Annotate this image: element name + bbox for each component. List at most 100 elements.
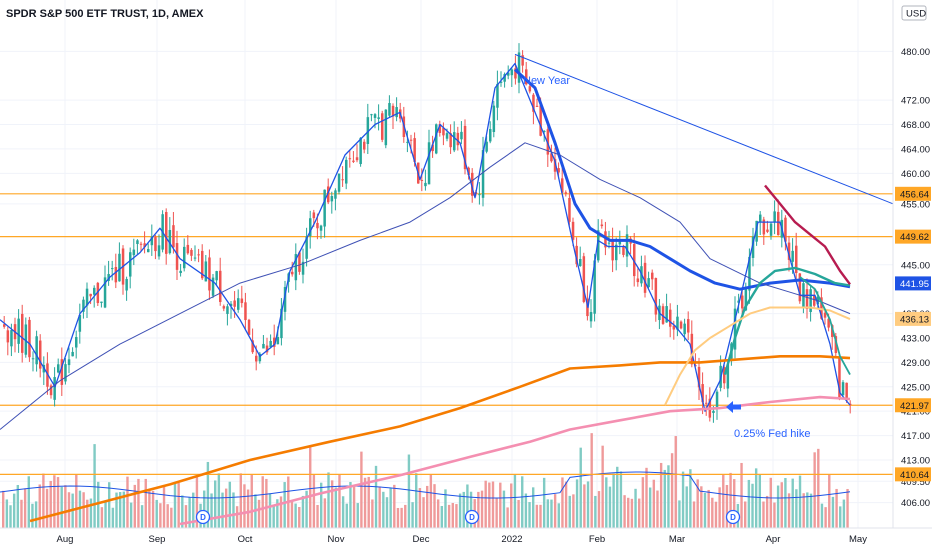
volume-bar (842, 499, 846, 528)
dividend-marker-label: D (730, 513, 736, 522)
candle-body (125, 278, 128, 291)
volume-bar (393, 484, 396, 528)
candle-body (841, 382, 845, 396)
volume-bar (572, 494, 575, 528)
time-tick-label: Aug (57, 534, 74, 545)
volume-bar (265, 478, 268, 528)
volume-bar (31, 503, 34, 528)
line-ma_200 (29, 354, 851, 523)
price-tag (895, 311, 931, 326)
dividend-marker-icon[interactable] (725, 509, 741, 525)
volume-bar (532, 487, 535, 528)
candle-body (114, 266, 118, 283)
candle-body (136, 240, 139, 245)
volume-bar (217, 473, 221, 528)
volume-bar (444, 489, 447, 528)
candle-body (334, 190, 337, 199)
candle-body (323, 189, 326, 227)
candle-body (427, 142, 431, 185)
volume-bar (608, 486, 612, 528)
candle-body (71, 351, 74, 357)
volume-bar (802, 493, 805, 528)
candle-body (31, 358, 35, 360)
candle-body (748, 256, 751, 291)
candle-body (766, 229, 769, 232)
volume-bar (663, 469, 666, 528)
volume-bar (166, 504, 169, 528)
volume-bar (162, 486, 166, 528)
candle-body (391, 105, 395, 117)
candle-body (345, 159, 348, 184)
candle-body (553, 158, 557, 172)
volume-bar (787, 493, 791, 528)
candle-body (6, 330, 10, 343)
volume-bar (575, 479, 579, 528)
dividend-marker-icon[interactable] (195, 509, 211, 525)
volume-bar (784, 478, 787, 528)
candle-body (111, 268, 114, 270)
candle-body (381, 113, 384, 140)
price-axis[interactable]: 480.00 472.00 468.00 464.00 460.00 455.00 445.… (892, 0, 932, 528)
candle-body (514, 68, 517, 79)
descending-trendline[interactable] (514, 53, 894, 205)
candle-body (258, 353, 262, 362)
volume-bar (813, 452, 816, 528)
candle-body (823, 312, 827, 318)
candle-body (600, 224, 604, 227)
volume-bar (60, 486, 63, 528)
candle-body (676, 316, 679, 330)
dividend-marker-icon[interactable] (464, 509, 480, 525)
trendline[interactable] (514, 53, 894, 205)
line-ma_long (179, 395, 851, 526)
volume-bar (765, 495, 769, 528)
candle-body (647, 278, 650, 288)
candle-body (759, 214, 762, 223)
candle-body (49, 385, 53, 396)
volume-bar (648, 487, 652, 528)
candle-body (528, 86, 532, 92)
candle-body (17, 318, 20, 344)
volume-bar (601, 445, 604, 528)
volume-bar (148, 490, 151, 528)
volume-bar (466, 484, 469, 528)
candle-body (755, 220, 758, 242)
candle-body (489, 129, 492, 142)
volume-bar (367, 476, 370, 528)
volume-bar (360, 451, 363, 528)
candle-body (633, 244, 636, 277)
candle-body (535, 105, 539, 107)
time-axis[interactable]: Aug Sep Oct Nov Dec 2022 Feb Mar Apr May (0, 527, 932, 545)
time-tick-label: May (849, 534, 867, 545)
volume-bar (729, 472, 732, 528)
candle-body (611, 239, 614, 261)
candle-body (57, 364, 60, 373)
indicator-lines (0, 62, 851, 526)
candle-body (471, 172, 474, 196)
candle-body (665, 306, 668, 323)
candle-body (773, 211, 776, 223)
candle-body (521, 55, 524, 66)
currency-badge[interactable]: USD (901, 5, 927, 21)
volume-bar (689, 469, 692, 528)
candle-body (60, 359, 64, 385)
volume-bar (436, 499, 440, 528)
volume-bar (323, 498, 327, 528)
volume-bar (140, 505, 144, 528)
volume-bar (385, 497, 389, 528)
candle-body (150, 236, 154, 246)
volume-bar (769, 477, 772, 528)
volume-bar (597, 491, 601, 528)
candle-body (438, 124, 442, 133)
candle-body (661, 306, 665, 324)
volume-bar (678, 500, 681, 528)
candle-body (741, 295, 744, 309)
candle-body (431, 144, 434, 152)
price-tag (895, 276, 931, 291)
candle-body (316, 222, 319, 229)
candle-body (409, 139, 413, 141)
candle-body (82, 299, 85, 312)
candle-body (211, 277, 215, 296)
volume-bar (151, 490, 155, 528)
